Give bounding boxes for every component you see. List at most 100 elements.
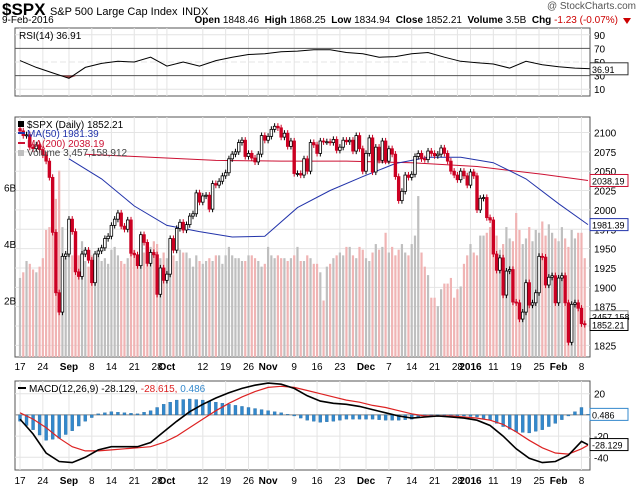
candle-body: [579, 307, 584, 325]
volume-y-tick-label: 2B: [4, 297, 17, 308]
volume-bar: [100, 261, 103, 357]
candle-body: [44, 154, 48, 162]
volume-bar: [208, 258, 211, 357]
volume-bar: [204, 261, 208, 357]
volume-bar: [240, 261, 244, 357]
candle-body: [253, 157, 257, 163]
candle-body: [269, 128, 274, 137]
candle-body: [325, 141, 329, 144]
volume-bar: [244, 261, 247, 357]
macd-histogram-bar: [64, 414, 68, 435]
rsi-line: [19, 49, 592, 79]
macd-histogram-bar: [201, 399, 205, 416]
volume-bar: [231, 255, 234, 357]
low-label: Low: [331, 15, 352, 26]
candle-body: [184, 224, 189, 231]
volume-bar: [136, 255, 139, 357]
candle-body: [47, 160, 52, 178]
candle-body: [357, 135, 362, 150]
volume-bar: [257, 261, 260, 357]
candle-body: [478, 197, 482, 211]
price-y-tick-label: 1900: [594, 283, 617, 294]
macd-histogram-bar: [514, 414, 518, 433]
volume-bar: [286, 261, 289, 357]
candle-body: [194, 192, 198, 215]
candle-body: [449, 160, 453, 172]
candle-body: [308, 142, 313, 172]
close-value-badge: 1852.21: [592, 320, 625, 330]
ticker-symbol[interactable]: $SPX: [2, 0, 46, 19]
volume-bar: [479, 235, 482, 357]
candle-body: [122, 225, 127, 230]
macd-histogram-bar: [240, 406, 244, 416]
volume-bar: [299, 261, 302, 357]
volume-bar: [296, 246, 299, 357]
candle-body: [305, 158, 309, 172]
volume-bar: [381, 246, 384, 357]
macd-histogram-bar: [279, 412, 283, 416]
macd-histogram-bar: [109, 411, 114, 416]
volume-bar: [423, 266, 426, 357]
candle-body: [112, 218, 117, 226]
candle-body: [406, 174, 411, 178]
candle-body: [272, 125, 277, 130]
volume-bar: [270, 255, 273, 357]
volume-bar: [466, 255, 469, 357]
candle-body: [576, 302, 580, 309]
ma200-line: [85, 153, 589, 181]
candle-body: [168, 238, 172, 275]
volume-bar: [456, 289, 459, 357]
macd-histogram-bar: [70, 414, 74, 431]
candle-body: [491, 219, 496, 255]
volume-bar: [312, 263, 315, 357]
volume-bar: [521, 244, 524, 357]
macd-x-tick-label: Sep: [60, 476, 78, 486]
volume-bar: [237, 258, 240, 357]
candle-body: [289, 140, 293, 147]
macd-histogram-bar: [318, 414, 322, 423]
volume-bar: [293, 255, 296, 357]
candle-body: [80, 253, 84, 277]
candle-body: [396, 176, 401, 202]
volume-bar: [116, 255, 120, 357]
candle-body: [223, 172, 228, 177]
macd-histogram-bar: [299, 414, 303, 419]
volume-bar: [22, 272, 25, 357]
volume-bar: [84, 261, 87, 357]
macd-histogram-bar: [207, 400, 211, 416]
credit-text[interactable]: @ StockCharts.com: [546, 1, 636, 12]
candle-body: [527, 282, 531, 306]
macd-x-tick-label: 9: [291, 476, 297, 486]
volume-bar: [182, 252, 185, 357]
price-x-tick-label: 16: [311, 362, 323, 373]
macd-histogram-bar: [370, 414, 375, 420]
macd-histogram-bar: [168, 402, 172, 416]
open-value: 1848.46: [222, 15, 260, 26]
price-x-tick-label: 24: [37, 362, 49, 373]
candle-body: [452, 170, 456, 176]
rsi-y-tick-label: 10: [594, 85, 606, 96]
volume-bar: [541, 221, 544, 357]
candle-body: [103, 238, 107, 249]
volume-bar: [329, 263, 332, 357]
candle-body: [250, 152, 254, 159]
macd-histogram-bar: [83, 414, 87, 422]
price-y-tick-label: 1825: [594, 341, 617, 352]
candle-body: [178, 221, 182, 229]
volume-bar: [87, 266, 90, 357]
volume-bar: [518, 229, 521, 357]
macd-histogram-bar: [325, 414, 329, 422]
price-x-tick-label: 19: [511, 362, 523, 373]
volume-bar: [475, 255, 479, 357]
volume-bar: [97, 255, 100, 357]
candle-body: [230, 153, 234, 160]
volume-bar: [162, 252, 165, 357]
macd-x-tick-label: 21: [129, 476, 141, 486]
candle-body: [67, 218, 71, 255]
volume-bar: [129, 246, 133, 357]
candle-body: [18, 128, 22, 132]
volume-bar: [67, 238, 71, 357]
volume-bar: [110, 249, 113, 357]
